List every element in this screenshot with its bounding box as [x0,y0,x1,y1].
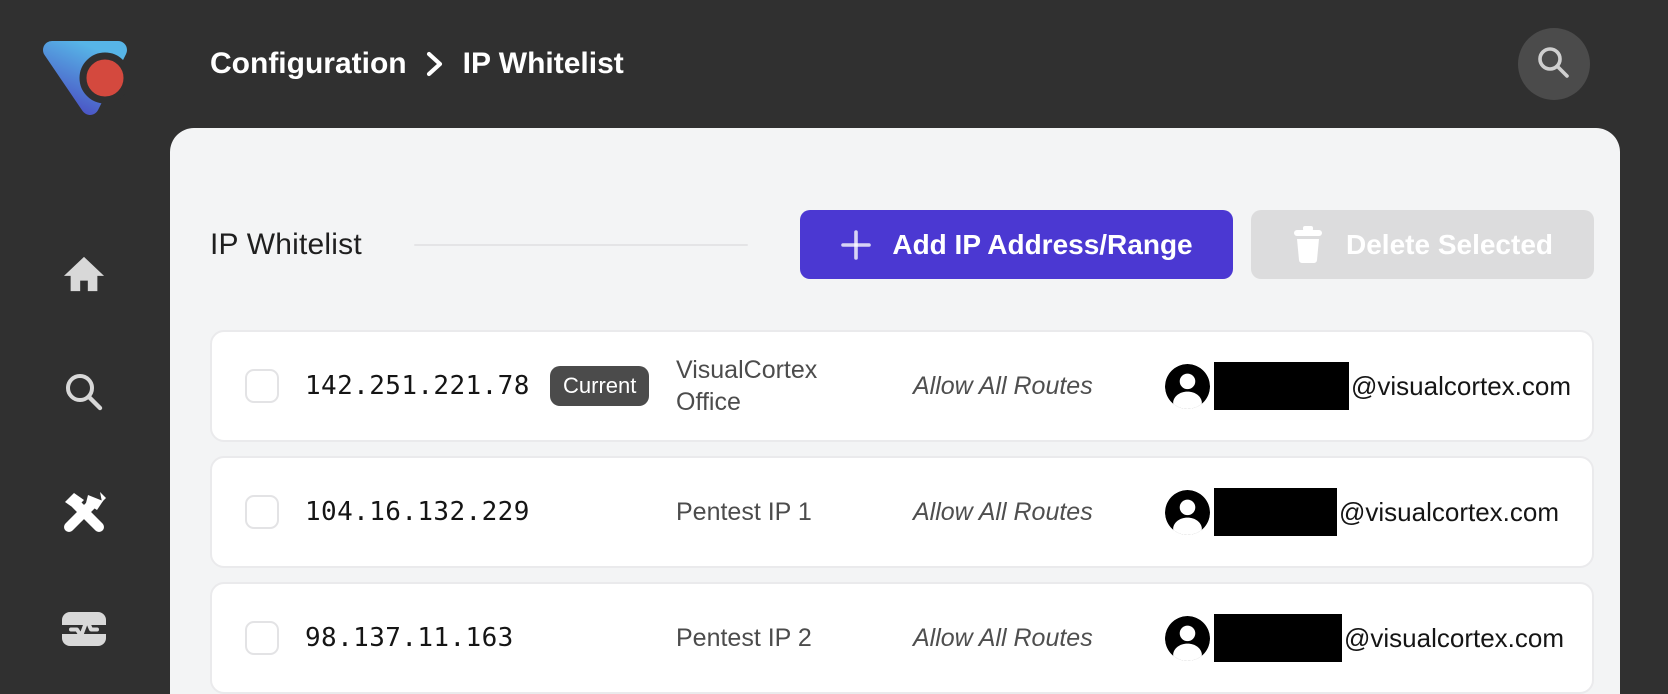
ip-whitelist-list: 142.251.221.78 Current VisualCortex Offi… [210,330,1594,694]
ip-label: Pentest IP 2 [676,623,812,652]
person-avatar-icon [1165,489,1210,535]
routes-policy: Allow All Routes [913,497,1093,526]
tools-icon [61,489,107,538]
panel-header: IP Whitelist Add IP Address/Range Delete… [210,210,1594,279]
sidebar-item-search[interactable] [62,371,106,415]
owner-cell: @visualcortex.com [1165,362,1571,410]
ip-address: 142.251.221.78 [305,371,530,401]
page-title: IP Whitelist [210,227,362,261]
email-domain: @visualcortex.com [1339,496,1560,527]
add-ip-button[interactable]: Add IP Address/Range [800,210,1233,279]
ip-whitelist-row: 98.137.11.163 Pentest IP 2 Allow All Rou… [210,582,1594,694]
redacted-email-user [1214,488,1337,536]
person-avatar-icon [1165,363,1210,409]
routes-policy: Allow All Routes [913,371,1093,400]
redacted-email-user [1214,614,1342,662]
breadcrumb-item-ip-whitelist[interactable]: IP Whitelist [462,47,624,80]
search-icon [1534,43,1574,86]
activity-monitor-icon [61,610,107,651]
home-icon [63,254,105,297]
ip-label: VisualCortex Office [676,355,818,417]
routes-policy: Allow All Routes [913,623,1093,652]
ip-address: 98.137.11.163 [305,623,514,653]
email-domain: @visualcortex.com [1351,370,1572,401]
header-divider [413,243,748,246]
chevron-right-icon [425,49,445,79]
ip-whitelist-row: 142.251.221.78 Current VisualCortex Offi… [210,330,1594,442]
delete-selected-button-label: Delete Selected [1346,228,1553,260]
visualcortex-logo-icon[interactable] [38,36,134,122]
add-ip-button-label: Add IP Address/Range [892,228,1193,260]
row-checkbox[interactable] [245,495,279,529]
delete-selected-button[interactable]: Delete Selected [1251,210,1594,279]
current-badge: Current [550,366,650,406]
toolbar: Add IP Address/Range Delete Selected [800,210,1594,279]
search-icon [62,370,106,417]
sidebar-item-activity-monitor[interactable] [62,608,106,652]
row-checkbox[interactable] [245,369,279,403]
sidebar-item-home[interactable] [62,253,106,297]
badge-cell: Current [550,366,650,406]
breadcrumb: Configuration IP Whitelist [210,0,624,128]
breadcrumb-item-configuration[interactable]: Configuration [210,47,407,80]
redacted-email-user [1214,362,1349,410]
sidebar-item-tools[interactable] [62,491,106,535]
owner-cell: @visualcortex.com [1165,614,1564,662]
row-checkbox[interactable] [245,621,279,655]
person-avatar-icon [1165,615,1210,661]
owner-cell: @visualcortex.com [1165,488,1562,536]
ip-whitelist-panel: IP Whitelist Add IP Address/Range Delete… [170,128,1620,694]
ip-label: Pentest IP 1 [676,497,812,526]
plus-icon [840,229,872,261]
ip-address: 104.16.132.229 [305,497,530,527]
topbar-search-button[interactable] [1518,28,1590,100]
ip-whitelist-row: 104.16.132.229 Pentest IP 1 Allow All Ro… [210,456,1594,568]
trash-icon [1292,225,1324,264]
email-domain: @visualcortex.com [1344,622,1565,653]
